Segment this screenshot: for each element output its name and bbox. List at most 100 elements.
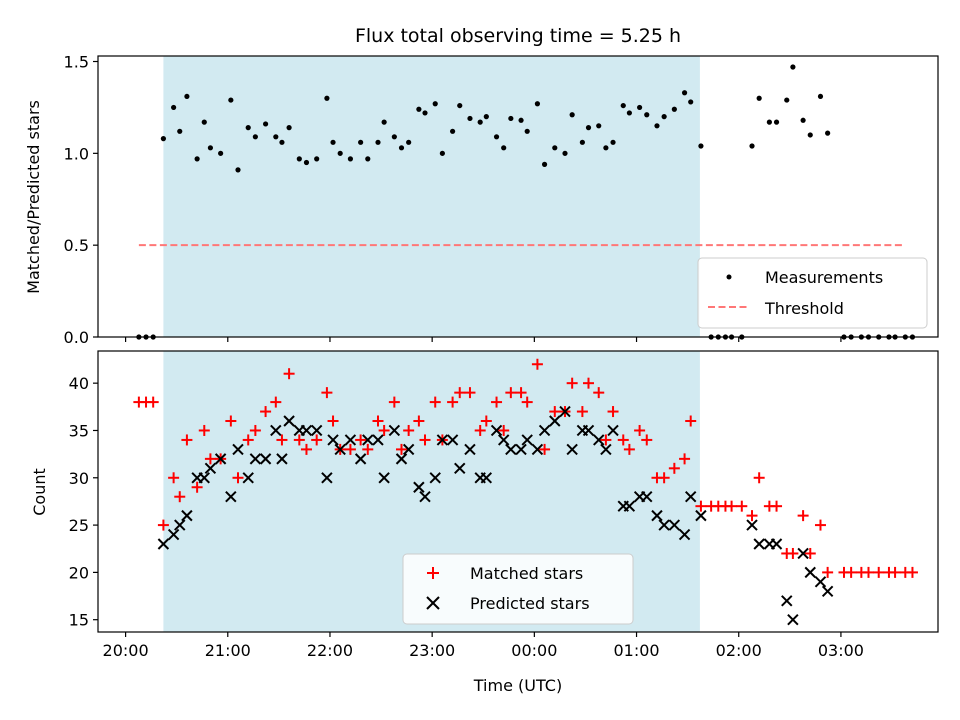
x-tick-label: 22:00 <box>307 641 353 660</box>
matched-stars-point <box>822 566 834 578</box>
count-y-tick-label: 35 <box>69 421 89 440</box>
matched-stars-series <box>133 358 918 578</box>
predicted-stars-point <box>658 519 670 531</box>
matched-stars-point <box>480 415 492 427</box>
matched-stars-point <box>249 424 261 436</box>
predicted-stars-point <box>787 613 799 626</box>
predicted-stars-point <box>157 538 170 550</box>
predicted-stars-point <box>214 453 227 465</box>
matched-stars-point <box>181 434 193 446</box>
measurement-point <box>596 123 602 129</box>
x-axis-label: Time (UTC) <box>473 676 562 695</box>
predicted-stars-point <box>300 424 313 437</box>
predicted-stars-point <box>204 462 217 475</box>
measurement-point <box>457 102 463 109</box>
matched-stars-point <box>685 415 697 427</box>
measurement-point <box>501 145 507 151</box>
matched-stars-point <box>539 443 551 455</box>
predicted-stars-legend-marker <box>426 596 440 610</box>
measurement-point <box>467 115 473 122</box>
measurement-point <box>228 97 234 103</box>
measurement-point <box>439 150 445 156</box>
count-y-tick-label: 40 <box>69 374 89 393</box>
x-tick-label: 03:00 <box>818 641 864 660</box>
predicted-stars-point <box>334 443 346 456</box>
measurement-point <box>432 101 438 107</box>
matched-stars-point <box>814 519 826 531</box>
matched-stars-point <box>260 406 272 418</box>
measurement-point <box>358 139 364 145</box>
matched-stars-point <box>498 424 510 436</box>
measurement-point <box>171 104 177 111</box>
matched-stars-point <box>403 424 415 436</box>
matched-stars-point <box>429 396 441 408</box>
measurement-point <box>552 145 558 151</box>
predicted-stars-legend-label: Predicted stars <box>470 594 590 613</box>
predicted-stars-point <box>225 490 237 503</box>
measurement-point <box>194 156 200 162</box>
matched-stars-point <box>388 396 400 408</box>
matched-stars-point <box>355 434 367 446</box>
matched-stars-point <box>726 500 738 512</box>
ratio-panel-frame <box>97 55 939 338</box>
predicted-stars-point <box>804 566 816 579</box>
matched-stars-point <box>607 406 619 418</box>
measurement-point <box>273 134 279 140</box>
matched-stars-point <box>419 434 431 446</box>
ratio-y-tick-label: 0.5 <box>64 236 89 255</box>
measurement-point <box>817 93 824 100</box>
predicted-stars-point <box>270 424 282 437</box>
predicted-stars-point <box>623 500 636 512</box>
measurement-point <box>562 150 568 156</box>
matched-stars-point <box>576 406 588 418</box>
measurement-point <box>324 95 330 101</box>
measurement-point <box>681 90 688 96</box>
matched-stars-point <box>283 368 295 380</box>
measurement-point <box>296 156 302 162</box>
predicted-stars-point <box>167 528 180 541</box>
measurement-point <box>800 117 806 123</box>
measurement-point <box>518 117 524 123</box>
predicted-stars-point <box>388 424 401 437</box>
measurement-point <box>314 156 320 162</box>
measurement-point <box>218 150 224 156</box>
measurement-point <box>160 136 167 142</box>
matched-stars-point <box>491 396 503 408</box>
matched-stars-point <box>413 415 425 427</box>
matched-stars-point <box>321 387 333 399</box>
matched-stars-point <box>804 547 816 559</box>
matched-stars-point <box>276 434 288 446</box>
measurement-point <box>391 134 397 140</box>
measurement-point <box>416 106 422 112</box>
matched-stars-point <box>474 424 486 436</box>
measurement-point <box>644 112 650 118</box>
matched-stars-point <box>293 434 305 446</box>
measurement-point <box>483 114 489 120</box>
matched-stars-point <box>242 434 254 446</box>
matched-stars-point <box>327 415 339 427</box>
predicted-stars-point <box>232 443 244 456</box>
predicted-stars-point <box>505 443 517 456</box>
ratio-y-tick-label: 1.5 <box>64 53 89 72</box>
matched-stars-point <box>771 500 783 512</box>
measurement-point <box>365 156 371 162</box>
matched-stars-point <box>311 434 323 446</box>
predicted-stars-point <box>797 547 809 560</box>
ratio-legend-box <box>697 257 928 329</box>
matched-stars-point <box>378 424 390 436</box>
predicted-stars-point <box>181 509 193 522</box>
count-panel-frame <box>97 350 939 633</box>
predicted-stars-series <box>157 405 834 626</box>
predicted-stars-point <box>521 434 533 446</box>
matched-stars-point <box>797 510 809 522</box>
measurement-point <box>524 128 530 134</box>
predicted-stars-point <box>746 519 758 531</box>
count-y-tick-label: 20 <box>69 563 89 582</box>
ratio-legend: Measurements Threshold <box>697 257 928 329</box>
predicted-stars-point <box>344 434 357 446</box>
predicted-stars-point <box>242 472 254 484</box>
matched-stars-point <box>658 472 670 484</box>
predicted-stars-point <box>684 490 697 503</box>
matched-stars-point <box>549 406 561 418</box>
measurement-point <box>766 119 772 125</box>
